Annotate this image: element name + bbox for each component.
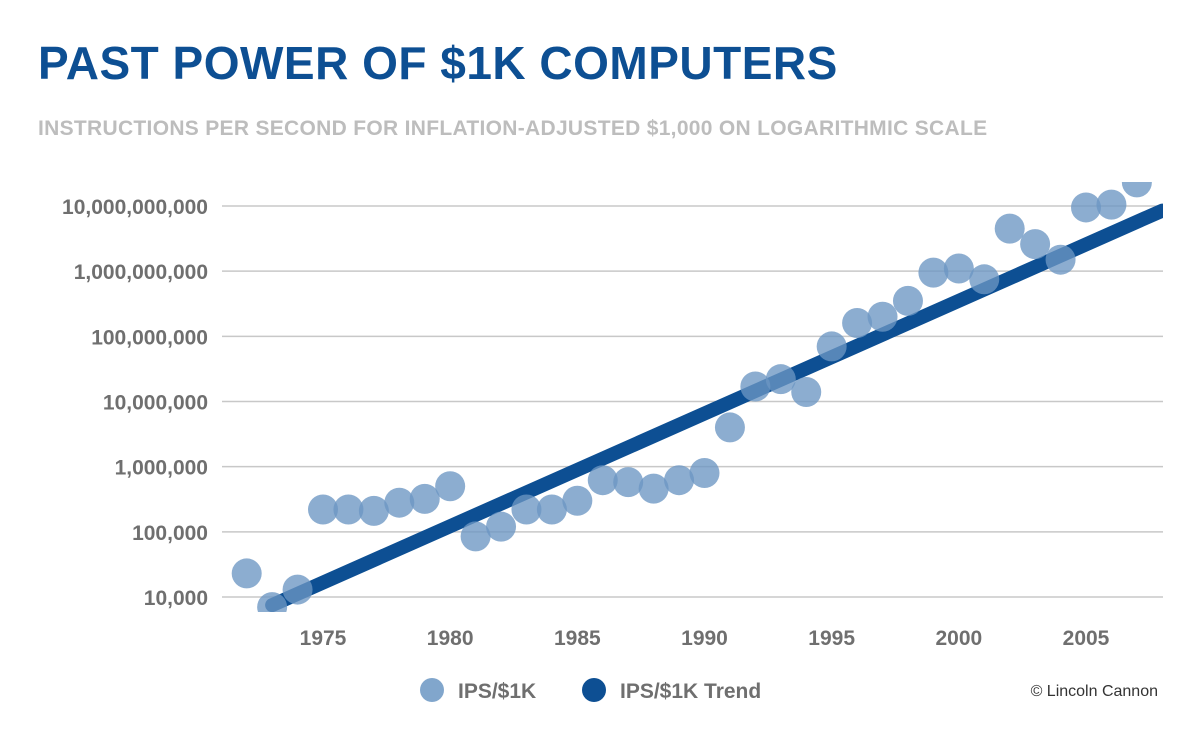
x-tick-label: 1990 <box>681 627 728 650</box>
data-point <box>333 494 364 525</box>
x-axis-ticks: 1975 1980 1985 1990 1995 2000 2005 <box>300 627 1110 650</box>
gridlines <box>222 205 1163 598</box>
data-point <box>435 471 466 502</box>
data-point <box>231 558 262 589</box>
legend-marker-trend <box>582 678 606 702</box>
x-tick-label: 2005 <box>1063 627 1110 650</box>
data-point <box>816 331 847 362</box>
data-point <box>1096 189 1127 220</box>
data-point <box>689 457 720 488</box>
data-point <box>664 465 695 496</box>
data-point <box>740 371 771 402</box>
data-point <box>1071 192 1101 223</box>
x-tick-label: 1985 <box>554 627 601 650</box>
legend: IPS/$1K IPS/$1K Trend <box>420 678 761 703</box>
copyright-credit: © Lincoln Cannon <box>1030 683 1158 700</box>
legend-label-trend: IPS/$1K Trend <box>620 680 761 703</box>
data-point <box>308 494 338 525</box>
y-tick-label: 10,000,000 <box>103 392 208 415</box>
data-point <box>943 253 974 284</box>
y-tick-label: 1,000,000,000 <box>74 261 208 284</box>
data-point <box>1020 229 1051 260</box>
data-point <box>587 465 618 496</box>
data-point <box>358 495 389 526</box>
data-point <box>842 308 873 339</box>
y-axis-ticks: 10,000 100,000 1,000,000 10,000,000 100,000,… <box>62 196 208 610</box>
data-point <box>384 487 415 518</box>
data-point <box>714 412 745 443</box>
data-point <box>1121 182 1152 198</box>
trend-series <box>265 203 1163 612</box>
data-point <box>613 467 644 498</box>
data-point <box>511 494 542 525</box>
points-series <box>231 182 1152 612</box>
chart-subtitle: INSTRUCTIONS PER SECOND FOR INFLATION-AD… <box>38 117 988 140</box>
legend-label-ips: IPS/$1K <box>458 680 536 703</box>
data-point <box>536 494 567 525</box>
x-tick-label: 2000 <box>935 627 982 650</box>
data-point <box>460 521 491 552</box>
data-point <box>562 485 593 516</box>
data-point <box>867 301 898 332</box>
x-tick-label: 1980 <box>427 627 474 650</box>
legend-marker-ips <box>420 678 444 702</box>
y-tick-label: 1,000,000 <box>115 457 208 480</box>
x-tick-label: 1995 <box>808 627 855 650</box>
y-tick-label: 100,000,000 <box>91 326 208 349</box>
y-tick-label: 10,000 <box>144 587 208 610</box>
data-point <box>486 511 517 542</box>
data-point <box>969 264 1000 295</box>
x-tick-label: 1975 <box>300 627 347 650</box>
data-point <box>257 592 288 612</box>
data-point <box>1045 244 1076 275</box>
data-point <box>918 257 949 288</box>
data-point <box>282 574 313 605</box>
chart-title: PAST POWER OF $1K COMPUTERS <box>38 37 838 89</box>
data-point <box>765 364 796 395</box>
y-tick-label: 10,000,000,000 <box>62 196 208 219</box>
data-point <box>638 473 669 504</box>
trend-line <box>265 203 1163 612</box>
data-point <box>409 483 440 514</box>
data-point <box>994 213 1025 244</box>
y-tick-label: 100,000 <box>132 522 208 545</box>
data-point <box>892 285 923 316</box>
data-point <box>791 376 822 407</box>
